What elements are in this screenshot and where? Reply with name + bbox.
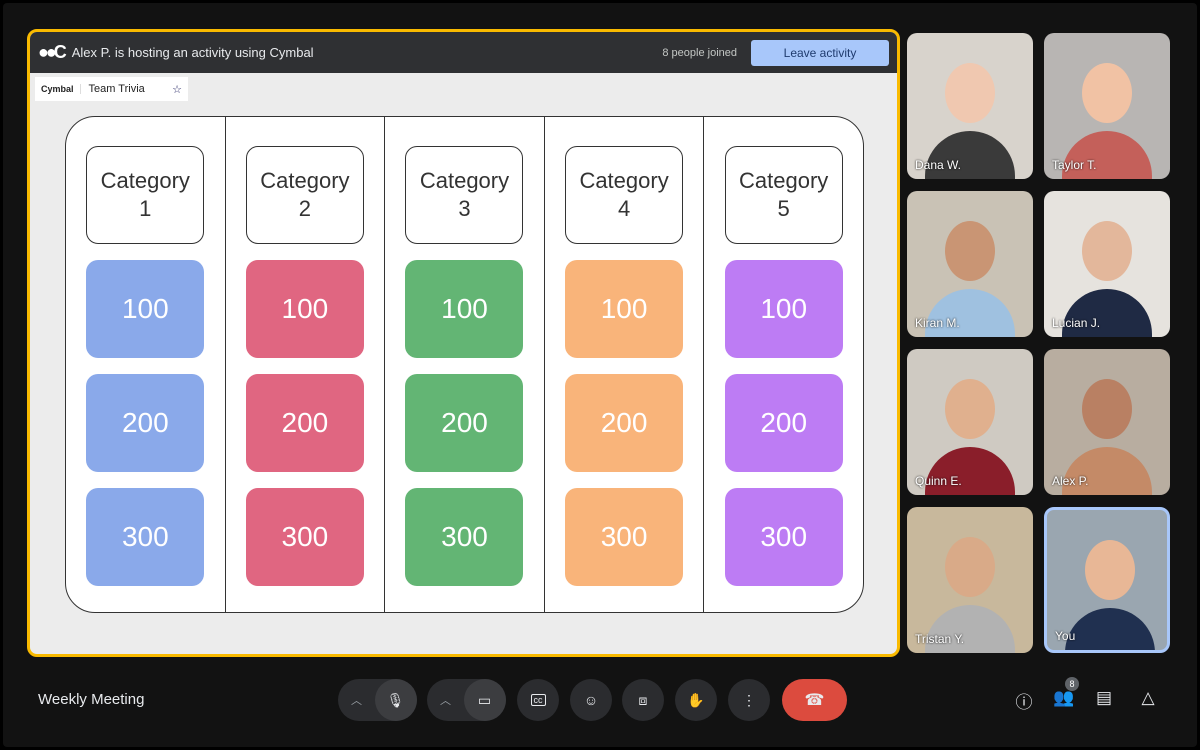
question-tile[interactable]: 200 [565,374,684,472]
participant-grid: Dana W. Taylor T. Kiran M. Lucian J. Quinn E… [907,33,1170,653]
question-tile[interactable]: 100 [724,260,843,358]
activity-panel: ●●C Alex P. is hosting an activity using… [27,29,900,657]
question-tile[interactable]: 300 [86,488,205,586]
participant-name: Kiran M. [915,316,960,330]
participant-name: Taylor T. [1052,158,1097,172]
app-name: Team Trivia [88,83,145,95]
question-tile[interactable]: 200 [86,374,205,472]
participant-name: Alex P. [1052,474,1089,488]
category-header: Category 4 [565,146,684,244]
phone-hangup-icon: ☎ [804,692,825,709]
category-header: Category 1 [86,146,205,244]
question-tile[interactable]: 200 [245,374,364,472]
participant-video [945,379,995,439]
question-tile[interactable]: 200 [724,374,843,472]
app-brand: Cymbal [35,84,81,94]
joined-count: 8 people joined [662,46,737,59]
captions-icon: cc [530,694,546,706]
participant-name: Dana W. [915,158,962,172]
app-chip: Cymbal Team Trivia ☆ [35,77,188,101]
star-icon[interactable]: ☆ [172,83,182,96]
participant-name: You [1055,629,1076,643]
activity-bar: ●●C Alex P. is hosting an activity using… [30,32,897,73]
participant-tile[interactable]: Alex P. [1044,349,1170,495]
present-button[interactable]: ⧈ [622,679,664,721]
chat-icon[interactable]: ▤ [1095,688,1113,707]
microphone-icon[interactable]: 🎙 [374,679,417,721]
participant-name: Tristan Y. [915,632,965,646]
participant-video [945,63,995,123]
participant-tile[interactable]: You [1044,507,1170,653]
category-header: Category 3 [405,146,524,244]
reactions-button[interactable]: ☺ [570,679,612,721]
people-count-badge: 8 [1065,677,1079,691]
question-tile[interactable]: 300 [724,488,843,586]
trivia-board: Category 1 100 200 300 Category 2 100 200 300 Cate… [65,116,864,613]
meeting-title: Weekly Meeting [38,691,145,708]
participant-video [1085,540,1135,600]
info-icon[interactable]: ⓘ [1015,693,1033,712]
host-text: Alex P. is hosting an activity using Cym… [71,45,314,60]
participant-video [1082,221,1132,281]
participant-video [945,221,995,281]
participant-video [1082,379,1132,439]
camera-control[interactable]: ︿ ▭ [427,679,506,721]
question-tile[interactable]: 100 [86,260,205,358]
participant-name: Lucian J. [1052,316,1101,330]
question-tile[interactable]: 100 [565,260,684,358]
participant-tile[interactable]: Kiran M. [907,191,1033,337]
category-header: Category 5 [724,146,843,244]
camera-icon[interactable]: ▭ [463,679,506,721]
chevron-up-icon[interactable]: ︿ [351,695,362,707]
participant-video [1082,63,1132,123]
question-tile[interactable]: 100 [405,260,524,358]
category-column: Category 4 100 200 300 [545,117,705,612]
participant-video [945,537,995,597]
question-tile[interactable]: 100 [245,260,364,358]
question-tile[interactable]: 300 [565,488,684,586]
category-column: Category 5 100 200 300 [704,117,863,612]
more-options-button[interactable]: ⋮ [728,679,770,721]
present-screen-icon: ⧈ [638,691,648,708]
category-column: Category 3 100 200 300 [385,117,545,612]
people-icon[interactable]: 👥 [1053,688,1075,707]
end-call-button[interactable]: ☎ [782,679,847,721]
mic-control[interactable]: ︿ 🎙 [338,679,417,721]
activities-icon[interactable]: △ [1141,688,1155,707]
category-column: Category 2 100 200 300 [226,117,386,612]
participant-tile[interactable]: Dana W. [907,33,1033,179]
participant-tile[interactable]: Quinn E. [907,349,1033,495]
question-tile[interactable]: 300 [405,488,524,586]
raise-hand-button[interactable]: ✋ [675,679,717,721]
leave-activity-button[interactable]: Leave activity [751,39,889,66]
category-column: Category 1 100 200 300 [66,117,226,612]
question-tile[interactable]: 300 [245,488,364,586]
question-tile[interactable]: 200 [405,374,524,472]
participant-video [1065,608,1155,650]
chevron-up-icon[interactable]: ︿ [440,695,451,707]
participant-name: Quinn E. [915,474,962,488]
participant-tile[interactable]: Tristan Y. [907,507,1033,653]
hand-icon: ✋ [687,691,705,708]
category-header: Category 2 [245,146,364,244]
cymbal-logo-icon: ●●C [38,42,67,62]
captions-button[interactable]: cc [517,679,559,721]
emoji-icon: ☺ [583,692,599,708]
participant-tile[interactable]: Lucian J. [1044,191,1170,337]
more-vert-icon: ⋮ [742,691,756,708]
participant-tile[interactable]: Taylor T. [1044,33,1170,179]
